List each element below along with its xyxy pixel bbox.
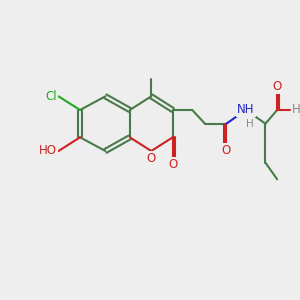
- Text: O: O: [168, 158, 177, 171]
- Text: O: O: [272, 80, 282, 93]
- Text: H: H: [246, 119, 254, 129]
- Text: HO: HO: [39, 145, 57, 158]
- Text: O: O: [222, 144, 231, 157]
- Text: O: O: [147, 152, 156, 165]
- Text: Cl: Cl: [45, 90, 57, 103]
- Text: NH: NH: [237, 103, 255, 116]
- Text: O: O: [147, 152, 156, 165]
- Text: H: H: [292, 103, 300, 116]
